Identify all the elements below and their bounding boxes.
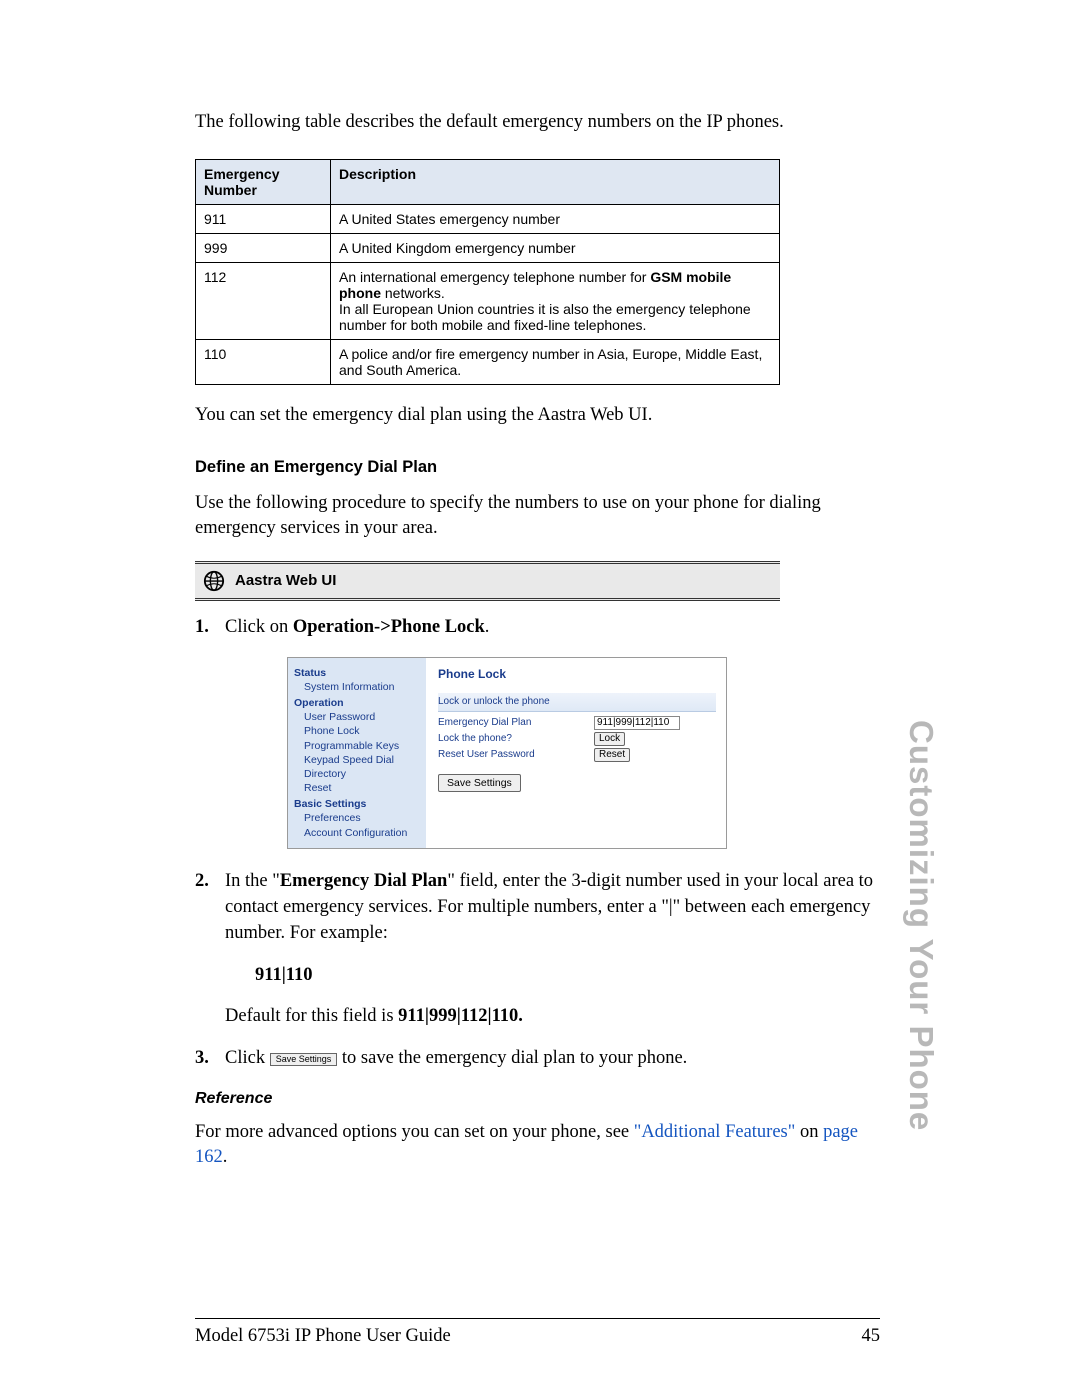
sidebar-item-programmable-keys[interactable]: Programmable Keys: [294, 739, 422, 753]
cell-number: 110: [196, 339, 331, 384]
ui-section-head: Lock or unlock the phone: [438, 693, 716, 712]
cell-desc: A United Kingdom emergency number: [331, 233, 780, 262]
cell-number: 999: [196, 233, 331, 262]
cell-number: 911: [196, 204, 331, 233]
ui-sidebar: Status System Information Operation User…: [288, 658, 426, 848]
define-heading: Define an Emergency Dial Plan: [195, 458, 880, 477]
inline-save-settings-button[interactable]: Save Settings: [270, 1053, 338, 1066]
table-row: 999 A United Kingdom emergency number: [196, 233, 780, 262]
reset-label: Reset User Password: [438, 748, 588, 762]
ui-title: Phone Lock: [438, 666, 716, 683]
step1-pre: Click on: [225, 617, 293, 637]
define-body: Use the following procedure to specify t…: [195, 491, 880, 541]
emergency-number-table: Emergency Number Description 911 A Unite…: [195, 159, 780, 385]
web-ui-banner: Aastra Web UI: [195, 561, 780, 601]
cell-desc: A United States emergency number: [331, 204, 780, 233]
banner-label: Aastra Web UI: [235, 572, 336, 589]
table-row: 911 A United States emergency number: [196, 204, 780, 233]
step1-bold: Operation->Phone Lock: [293, 617, 485, 637]
row-emergency-dial-plan: Emergency Dial Plan: [438, 716, 716, 730]
globe-icon: [203, 570, 225, 592]
default-bold: 911|999|112|110.: [398, 1006, 523, 1026]
example-numbers: 911|110: [255, 963, 880, 989]
table-row: 110 A police and/or fire emergency numbe…: [196, 339, 780, 384]
sidebar-item-reset[interactable]: Reset: [294, 781, 422, 795]
step-1: Click on Operation->Phone Lock. Status S…: [195, 615, 880, 849]
reset-button[interactable]: Reset: [594, 748, 630, 762]
footer-title: Model 6753i IP Phone User Guide: [195, 1326, 451, 1347]
ref-post: .: [223, 1147, 228, 1167]
sidebar-item-account-configuration[interactable]: Account Configuration: [294, 826, 422, 840]
sidebar-group-basic-settings: Basic Settings: [294, 797, 422, 811]
table-header-number: Emergency Number: [196, 159, 331, 204]
footer-rule: [195, 1318, 880, 1319]
default-pre: Default for this field is: [225, 1006, 398, 1026]
reference-paragraph: For more advanced options you can set on…: [195, 1120, 880, 1170]
sidebar-group-operation: Operation: [294, 696, 422, 710]
ref-mid: on: [795, 1122, 823, 1142]
cell-desc: A police and/or fire emergency number in…: [331, 339, 780, 384]
desc-pre: An international emergency telephone num…: [339, 269, 650, 285]
step-3: Click Save Settings to save the emergenc…: [195, 1046, 880, 1072]
step2-pre: In the ": [225, 871, 280, 891]
emergency-dial-plan-input[interactable]: [594, 716, 680, 730]
ref-pre: For more advanced options you can set on…: [195, 1122, 634, 1142]
sidebar-item-phonelock[interactable]: Phone Lock: [294, 724, 422, 738]
sidebar-item-directory[interactable]: Directory: [294, 767, 422, 781]
lock-button[interactable]: Lock: [594, 732, 625, 746]
default-line: Default for this field is 911|999|112|11…: [225, 1004, 880, 1030]
reference-heading: Reference: [195, 1090, 880, 1108]
step3-pre: Click: [225, 1048, 270, 1068]
desc-post: networks. In all European Union countrie…: [339, 285, 751, 333]
step2-bold: Emergency Dial Plan: [280, 871, 448, 891]
page-number: 45: [862, 1326, 881, 1347]
table-header-description: Description: [331, 159, 780, 204]
sidebar-group-status: Status: [294, 666, 422, 680]
after-table-paragraph: You can set the emergency dial plan usin…: [195, 403, 880, 428]
table-row: 112 An international emergency telephone…: [196, 262, 780, 339]
additional-features-link[interactable]: "Additional Features": [634, 1122, 796, 1142]
lock-label: Lock the phone?: [438, 732, 588, 746]
sidebar-item-preferences[interactable]: Preferences: [294, 811, 422, 825]
save-settings-button[interactable]: Save Settings: [438, 774, 521, 792]
step1-post: .: [485, 617, 490, 637]
edp-label: Emergency Dial Plan: [438, 716, 588, 730]
section-tab: Customizing Your Phone: [902, 720, 940, 1131]
cell-number: 112: [196, 262, 331, 339]
ui-main-panel: Phone Lock Lock or unlock the phone Emer…: [426, 658, 726, 848]
step-2: In the "Emergency Dial Plan" field, ente…: [195, 869, 880, 1030]
sidebar-item-keypad-speed-dial[interactable]: Keypad Speed Dial: [294, 753, 422, 767]
row-reset-password: Reset User Password Reset: [438, 748, 716, 762]
row-lock-phone: Lock the phone? Lock: [438, 732, 716, 746]
sidebar-item-userpassword[interactable]: User Password: [294, 710, 422, 724]
phone-lock-screenshot: Status System Information Operation User…: [287, 657, 727, 849]
sidebar-item-sysinfo[interactable]: System Information: [294, 680, 422, 694]
cell-desc: An international emergency telephone num…: [331, 262, 780, 339]
procedure-list: Click on Operation->Phone Lock. Status S…: [195, 615, 880, 1072]
intro-paragraph: The following table describes the defaul…: [195, 110, 880, 135]
step3-post: to save the emergency dial plan to your …: [337, 1048, 687, 1068]
